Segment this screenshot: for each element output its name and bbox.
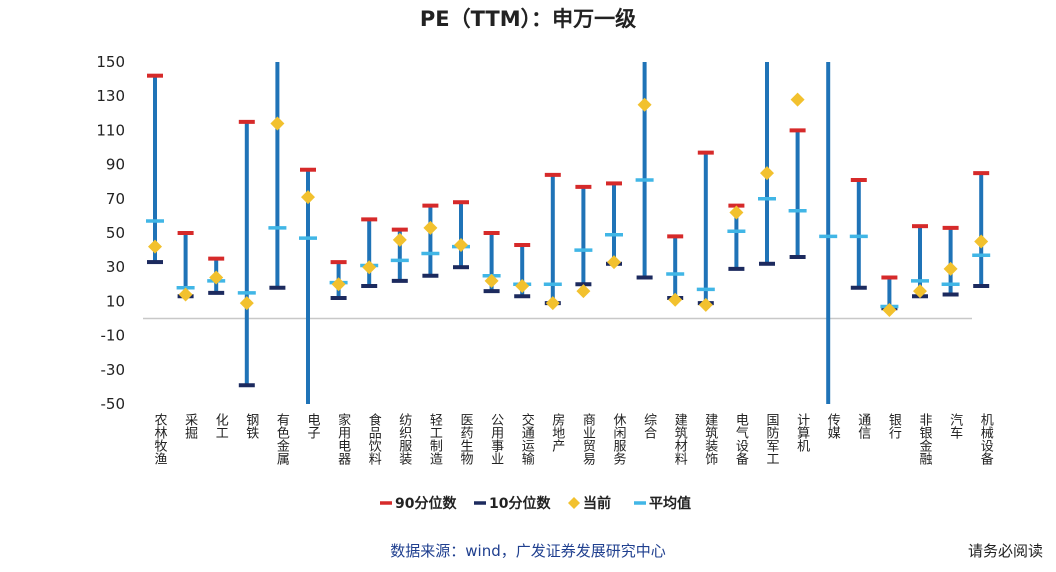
source-note: 数据来源：wind，广发证券发展研究中心 — [390, 542, 665, 560]
y-tick-label: 110 — [96, 121, 125, 139]
watermark-text: 请务必阅读 — [968, 542, 1043, 560]
current-marker — [484, 273, 499, 288]
x-tick-label: 采掘 — [182, 413, 198, 439]
x-tick-label: 非银金融 — [917, 413, 933, 465]
current-marker — [790, 92, 805, 107]
current-marker — [576, 284, 591, 299]
current-marker — [423, 220, 438, 235]
x-tick-label: 通信 — [855, 413, 871, 439]
current-marker — [148, 239, 162, 254]
y-tick-label: 10 — [106, 292, 125, 310]
legend: 90分位数 10分位数 当前 平均值 — [380, 495, 691, 512]
x-tick-label: 公用事业 — [488, 413, 504, 465]
x-tick-label: 银行 — [886, 413, 902, 440]
x-tick-label: 农林牧渔 — [152, 413, 168, 465]
current-marker — [239, 296, 254, 311]
x-tick-label: 建筑材料 — [672, 413, 688, 465]
legend-label: 90分位数 — [395, 495, 457, 512]
x-tick-label: 化工 — [213, 413, 229, 439]
x-tick-label: 纺织服装 — [396, 413, 412, 465]
current-marker — [882, 302, 897, 317]
current-marker — [362, 260, 377, 275]
x-axis-labels: 农林牧渔 采掘 化工 钢铁 有色金属 电子 家用电器 食品饮料 纺织服装 轻工制造 医药生物 公用事业… — [152, 412, 994, 466]
legend-label: 当前 — [583, 495, 611, 512]
x-tick-label: 轻工制造 — [427, 413, 443, 466]
chart-title: PE（TTM）：申万一级 — [420, 7, 636, 31]
current-marker — [729, 205, 744, 220]
x-tick-label: 机械设备 — [978, 413, 994, 466]
current-marker — [454, 237, 468, 252]
y-tick-label: -10 — [101, 327, 126, 345]
legend-label: 10分位数 — [489, 495, 551, 512]
x-tick-label: 综合 — [641, 413, 657, 439]
y-tick-label: 90 — [106, 156, 125, 174]
x-tick-label: 交通运输 — [519, 412, 535, 465]
y-tick-label: 50 — [106, 224, 125, 242]
x-tick-label: 传媒 — [825, 413, 841, 439]
x-tick-label: 食品饮料 — [366, 412, 382, 465]
y-tick-label: 130 — [96, 87, 125, 105]
x-tick-label: 钢铁 — [243, 413, 258, 439]
x-tick-label: 家用电器 — [335, 412, 351, 466]
current-marker — [392, 232, 407, 247]
x-tick-label: 电子 — [305, 413, 321, 439]
y-tick-label: -30 — [101, 361, 126, 379]
x-tick-label: 建筑装饰 — [702, 413, 718, 465]
current-marker — [270, 116, 285, 131]
current-marker — [607, 255, 621, 270]
current-marker — [331, 277, 346, 292]
y-axis: 150 130 110 90 70 50 30 10 -10 -30 -50 — [96, 53, 125, 413]
y-tick-label: 30 — [106, 258, 125, 276]
y-tick-label: 70 — [106, 190, 125, 208]
y-tick-label: 150 — [96, 53, 125, 71]
x-tick-label: 商业贸易 — [580, 413, 596, 466]
x-tick-label: 医药生物 — [458, 413, 474, 466]
current-marker — [209, 270, 224, 285]
current-marker — [913, 284, 927, 299]
x-tick-label: 汽车 — [947, 413, 963, 439]
current-marker — [943, 261, 958, 276]
markers — [146, 73, 991, 388]
x-tick-label: 房地产 — [549, 412, 565, 453]
current-marker — [668, 292, 683, 307]
current-marker — [515, 279, 530, 294]
current-marker — [760, 166, 774, 181]
range-lines — [153, 62, 984, 404]
y-tick-label: -50 — [101, 395, 126, 413]
x-tick-label: 有色金属 — [274, 413, 290, 466]
current-marker — [545, 296, 560, 311]
x-tick-label: 计算机 — [794, 413, 810, 453]
x-tick-label: 国防军工 — [764, 413, 780, 465]
x-tick-label: 电气设备 — [733, 413, 749, 466]
x-tick-label: 休闲服务 — [611, 413, 627, 465]
current-marker — [301, 190, 315, 205]
current-marker — [637, 97, 652, 112]
current-marker — [698, 297, 713, 312]
legend-swatch — [568, 497, 580, 509]
current-marker — [178, 287, 193, 302]
legend-label: 平均值 — [649, 495, 691, 512]
current-marker — [974, 234, 989, 249]
